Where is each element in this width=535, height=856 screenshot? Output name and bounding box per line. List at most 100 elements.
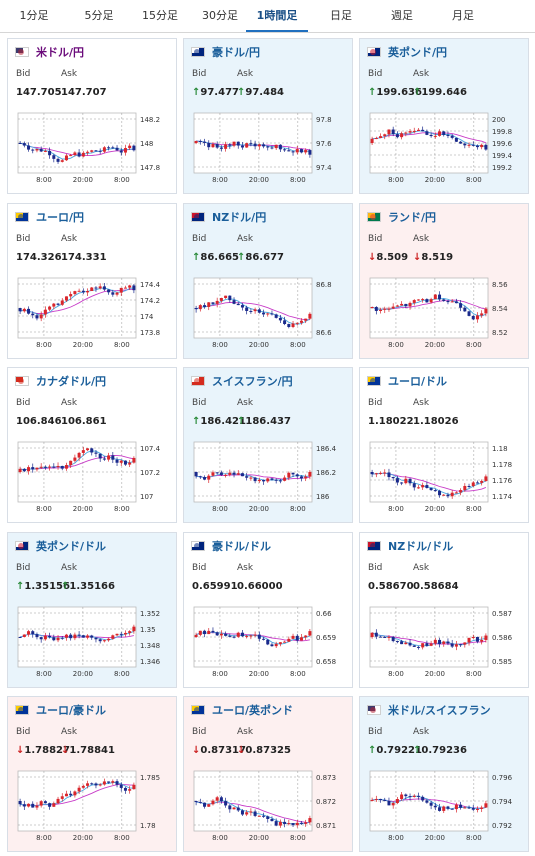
- chart-plot-area: [17, 277, 137, 339]
- candle-body: [86, 635, 90, 638]
- card-header: ランド/円: [367, 209, 436, 225]
- pair-name[interactable]: NZドル/ドル: [388, 540, 454, 553]
- rate-card[interactable]: ユーロ/英ポンド Bid Ask ↓0.87317 ↓0.87325 0.873…: [183, 696, 353, 852]
- tab-1[interactable]: 1分足: [19, 9, 49, 22]
- pair-name[interactable]: スイスフラン/円: [212, 375, 293, 388]
- candle-body: [240, 473, 244, 477]
- rate-card[interactable]: 豪ドル/ドル Bid Ask 0.65991 0.66000 0.66 0.659…: [183, 532, 353, 688]
- candle-body: [60, 300, 64, 305]
- rate-card[interactable]: 英ポンド/ドル Bid Ask ↑1.35156 ↑1.35166 1.352 1…: [7, 532, 177, 688]
- price-chart[interactable]: 148.2 148 147.8 8:00 20:00 8:00: [16, 109, 170, 187]
- candle-body: [98, 784, 102, 786]
- x-tick-label: 20:00: [425, 341, 445, 349]
- price-chart[interactable]: 0.796 0.794 0.792 8:00 20:00 8:00: [368, 767, 522, 845]
- pair-name[interactable]: NZドル/円: [212, 211, 267, 224]
- chart-svg: 107.4 107.2 107 8:00 20:00 8:00: [17, 441, 161, 513]
- pair-name[interactable]: ランド/円: [388, 211, 437, 224]
- rate-card[interactable]: 米ドル/円 Bid Ask 147.705 147.707 148.2 148 14…: [7, 38, 177, 194]
- candle-body: [425, 643, 429, 646]
- tab-3[interactable]: 15分足: [142, 9, 178, 22]
- rate-card[interactable]: ランド/円 Bid Ask ↓8.509 ↓8.519 8.56 8.54 8.52…: [359, 203, 529, 359]
- candle-body: [236, 807, 240, 811]
- nz-flag-icon: [367, 541, 381, 551]
- candle-body: [240, 632, 244, 637]
- tab-5[interactable]: 1時間足: [246, 0, 308, 32]
- candle-body: [69, 294, 73, 297]
- candle-body: [484, 308, 488, 314]
- price-chart[interactable]: 107.4 107.2 107 8:00 20:00 8:00: [16, 438, 170, 516]
- pair-name[interactable]: 米ドル/円: [36, 46, 85, 59]
- rate-card[interactable]: 豪ドル/円 Bid Ask ↑97.477 ↑97.484 97.8 97.6 97…: [183, 38, 353, 194]
- candle-body: [395, 799, 399, 804]
- candle-body: [22, 143, 26, 146]
- ask-label: Ask: [237, 69, 254, 79]
- pair-name[interactable]: 豪ドル/円: [212, 46, 261, 59]
- rate-card[interactable]: 英ポンド/円 Bid Ask ↑199.636 ↑199.646 200 199.…: [359, 38, 529, 194]
- pair-name[interactable]: 英ポンド/ドル: [36, 540, 107, 553]
- price-chart[interactable]: 1.18 1.178 1.176 1.174 8:00 20:00 8:00: [368, 438, 522, 516]
- price-chart[interactable]: 1.352 1.35 1.348 1.346 8:00 20:00 8:00: [16, 603, 170, 681]
- pair-name[interactable]: 豪ドル/ドル: [212, 540, 272, 553]
- candle-body: [128, 285, 132, 288]
- price-chart[interactable]: 174.4 174.2 174 173.8 8:00 20:00 8:00: [16, 274, 170, 352]
- candle-body: [308, 818, 312, 823]
- candle-body: [370, 799, 374, 801]
- pair-name[interactable]: ユーロ/円: [36, 211, 85, 224]
- candle-body: [454, 137, 458, 142]
- price-chart[interactable]: 0.873 0.872 0.871 8:00 20:00 8:00: [192, 767, 346, 845]
- pair-name[interactable]: ユーロ/ドル: [388, 375, 448, 388]
- bid-label: Bid: [368, 563, 383, 573]
- tab-6[interactable]: 日足: [330, 9, 352, 22]
- ask-label: Ask: [61, 234, 78, 244]
- tab-4[interactable]: 30分足: [202, 9, 238, 22]
- candle-body: [111, 635, 115, 639]
- rate-card[interactable]: ユーロ/豪ドル Bid Ask ↓1.78827 ↓1.78841 1.785 1…: [7, 696, 177, 852]
- y-tick-label: 0.873: [316, 774, 336, 782]
- pair-name[interactable]: カナダドル/円: [36, 375, 107, 388]
- pair-name[interactable]: 英ポンド/円: [388, 46, 448, 59]
- candle-body: [60, 637, 64, 639]
- price-chart[interactable]: 97.8 97.6 97.4 8:00 20:00 8:00: [192, 109, 346, 187]
- candle-body: [475, 315, 479, 320]
- price-chart[interactable]: 200 199.8 199.6 199.4 199.2 8:00 20:00 8:00: [368, 109, 522, 187]
- pair-name[interactable]: ユーロ/豪ドル: [36, 704, 107, 717]
- rate-card[interactable]: NZドル/ドル Bid Ask 0.58670 0.58684 0.587 0.5…: [359, 532, 529, 688]
- price-chart[interactable]: 0.66 0.659 0.658 8:00 20:00 8:00: [192, 603, 346, 681]
- rate-card[interactable]: ユーロ/円 Bid Ask 174.326 174.331 174.4 174.2…: [7, 203, 177, 359]
- ask-label: Ask: [413, 69, 430, 79]
- y-tick-label: 174: [140, 313, 154, 321]
- candle-body: [425, 485, 429, 488]
- tab-7[interactable]: 週足: [391, 9, 413, 22]
- chart-svg: 200 199.8 199.6 199.4 199.2 8:00 20:00 8:00: [369, 112, 513, 184]
- y-tick-label: 0.872: [316, 798, 336, 806]
- candle-body: [249, 310, 253, 312]
- tab-8[interactable]: 月足: [452, 9, 474, 22]
- candle-body: [270, 478, 274, 480]
- price-chart[interactable]: 1.785 1.78 8:00 20:00 8:00: [16, 767, 170, 845]
- candle-body: [484, 476, 488, 481]
- price-chart[interactable]: 86.8 86.6 8:00 20:00 8:00: [192, 274, 346, 352]
- price-chart[interactable]: 8.56 8.54 8.52 8:00 20:00 8:00: [368, 274, 522, 352]
- candle-body: [31, 467, 35, 470]
- y-tick-label: 199.4: [492, 152, 513, 160]
- arrow-up-icon: ↑: [413, 745, 422, 756]
- x-tick-label: 8:00: [36, 834, 52, 842]
- rate-card[interactable]: NZドル/円 Bid Ask ↑86.665 ↑86.677 86.8 86.6 8…: [183, 203, 353, 359]
- candle-body: [27, 145, 31, 150]
- rate-card[interactable]: 米ドル/スイスフラン Bid Ask ↑0.79221 ↑0.79236 0.7…: [359, 696, 529, 852]
- pair-name[interactable]: 米ドル/スイスフラン: [388, 704, 491, 717]
- candle-body: [64, 465, 68, 469]
- candle-body: [18, 637, 22, 638]
- chart-svg: 0.873 0.872 0.871 8:00 20:00 8:00: [193, 770, 336, 842]
- chart-svg: 0.66 0.659 0.658 8:00 20:00 8:00: [193, 606, 336, 678]
- candle-body: [211, 472, 215, 476]
- price-chart[interactable]: 0.587 0.586 0.585 8:00 20:00 8:00: [368, 603, 522, 681]
- rate-card[interactable]: ユーロ/ドル Bid Ask 1.18022 1.18026 1.18 1.178…: [359, 367, 529, 523]
- rate-card[interactable]: スイスフラン/円 Bid Ask ↑186.421 ↑186.437 186.4…: [183, 367, 353, 523]
- candle-body: [43, 635, 47, 640]
- rate-card[interactable]: カナダドル/円 Bid Ask 106.846 106.861 107.4 107…: [7, 367, 177, 523]
- price-chart[interactable]: 186.4 186.2 186 8:00 20:00 8:00: [192, 438, 346, 516]
- tab-2[interactable]: 5分足: [84, 9, 114, 22]
- x-tick-label: 8:00: [290, 670, 306, 678]
- pair-name[interactable]: ユーロ/英ポンド: [212, 704, 294, 717]
